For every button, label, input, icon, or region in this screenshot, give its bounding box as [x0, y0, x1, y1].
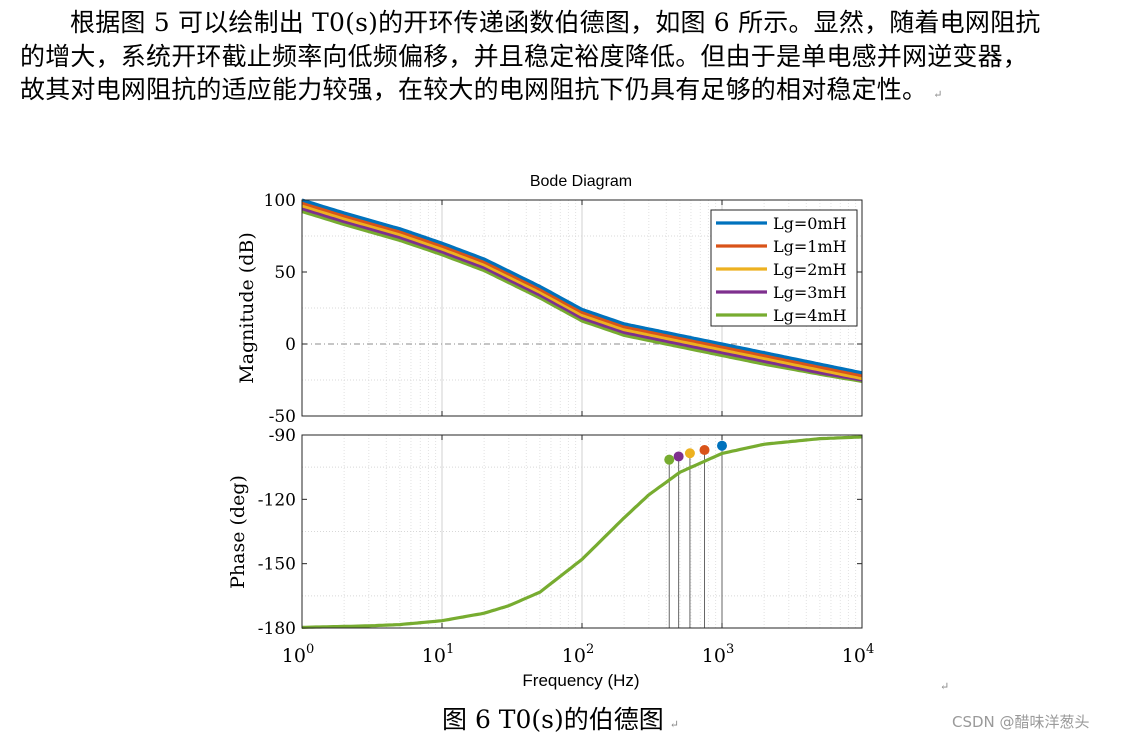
magnitude-line-Lg=1mH: [301, 201, 863, 378]
stray-return-mark-icon: ↵: [940, 680, 950, 693]
crossover-marker-Lg=3mH: [673, 451, 684, 462]
watermark: CSDN @醋味洋葱头: [952, 713, 1090, 731]
phase-line-Lg=4mH: [301, 435, 863, 629]
magnitude-line-Lg=2mH: [301, 204, 863, 381]
x-tick-label: 103: [702, 642, 734, 667]
figure-caption: 图 6 T0(s)的伯德图 ↵: [442, 700, 679, 736]
paragraph-line-3-text: 故其对电网阻抗的适应能力较强，在较大的电网阻抗下仍具有足够的相对稳定性。: [20, 75, 928, 104]
paragraph-line-3: 故其对电网阻抗的适应能力较强，在较大的电网阻抗下仍具有足够的相对稳定性。 ↵: [20, 73, 1120, 112]
return-mark-icon: ↵: [933, 88, 943, 101]
y-tick-label: -120: [258, 490, 296, 510]
crossover-marker-Lg=4mH: [664, 454, 675, 465]
x-tick-label: 102: [562, 642, 594, 667]
paragraph-line-2: 的增大，系统开环截止频率向低频偏移，并且稳定裕度降低。但由于是单电感并网逆变器，: [20, 41, 1029, 71]
y-tick-label: -50: [269, 407, 296, 427]
y-tick-label: -90: [269, 426, 296, 446]
magnitude-line-Lg=3mH: [301, 207, 863, 382]
legend-label: Lg=1mH: [773, 237, 847, 256]
y-tick-label: 0: [285, 335, 296, 355]
y-tick-label: -150: [258, 555, 296, 575]
chart-title: Bode Diagram: [530, 173, 632, 190]
crossover-marker-Lg=2mH: [684, 448, 695, 459]
phase-grid: [302, 435, 862, 628]
phase-y-label: Phase (deg): [227, 475, 249, 589]
magnitude-y-ticks: 100 50 0 -50: [264, 191, 862, 427]
figure-caption-text: 图 6 T0(s)的伯德图: [442, 705, 664, 734]
y-tick-label: -180: [258, 619, 296, 639]
y-tick-label: 50: [274, 263, 296, 283]
magnitude-series: [301, 198, 863, 383]
x-tick-label: 100: [282, 642, 314, 667]
legend-label: Lg=3mH: [773, 283, 847, 302]
phase-y-ticks: -90 -120 -150 -180: [258, 426, 862, 639]
magnitude-line-Lg=4mH: [301, 209, 863, 383]
legend-label: Lg=4mH: [773, 306, 847, 325]
x-axis-label: Frequency (Hz): [522, 671, 639, 690]
magnitude-y-label: Magnitude (dB): [236, 232, 258, 384]
crossover-marker-Lg=0mH: [717, 440, 727, 451]
crossover-marker-Lg=1mH: [699, 445, 710, 456]
magnitude-line-Lg=0mH: [301, 198, 863, 375]
legend-label: Lg=2mH: [773, 260, 847, 279]
x-tick-label: 101: [422, 642, 454, 667]
x-ticks: 100 101 102 103 104: [282, 200, 874, 667]
body-paragraph: 根据图 5 可以绘制出 T0(s)的开环传递函数伯德图，如图 6 所示。显然，随…: [20, 6, 1120, 112]
phase-series: [301, 435, 863, 629]
paragraph-line-1: 根据图 5 可以绘制出 T0(s)的开环传递函数伯德图，如图 6 所示。显然，随…: [70, 8, 1041, 37]
legend-label: Lg=0mH: [773, 214, 847, 233]
legend: Lg=0mH Lg=1mH Lg=2mH Lg=3mH Lg=4mH: [710, 209, 858, 327]
x-tick-label: 104: [842, 642, 874, 667]
caption-return-mark-icon: ↵: [669, 718, 679, 731]
y-tick-label: 100: [264, 191, 296, 211]
